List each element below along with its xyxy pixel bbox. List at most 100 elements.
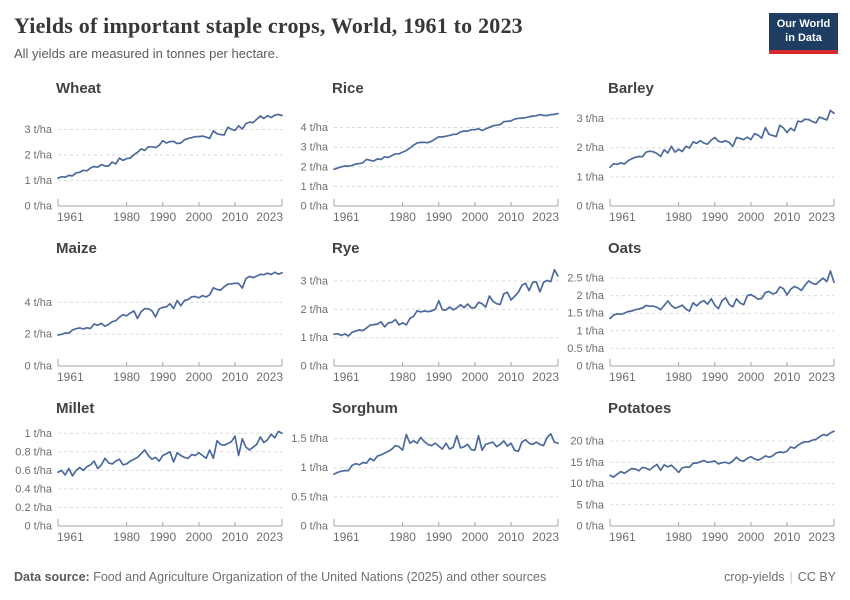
svg-text:2 t/ha: 2 t/ha	[576, 142, 604, 154]
line-chart-rice: 0 t/ha 1 t/ha 2 t/ha 3 t/ha 4 t/ha 1961 1980 19…	[300, 112, 559, 224]
svg-text:1980: 1980	[113, 210, 140, 224]
svg-text:2010: 2010	[222, 530, 249, 544]
svg-text:1961: 1961	[609, 210, 636, 224]
svg-text:3 t/ha: 3 t/ha	[300, 142, 328, 154]
logo-line-2: in Data	[785, 31, 822, 44]
svg-text:5 t/ha: 5 t/ha	[576, 499, 604, 511]
svg-text:0.4 t/ha: 0.4 t/ha	[15, 483, 53, 495]
svg-text:0 t/ha: 0 t/ha	[576, 201, 604, 213]
svg-text:1990: 1990	[149, 210, 176, 224]
svg-text:2010: 2010	[774, 210, 801, 224]
svg-text:1961: 1961	[57, 370, 84, 384]
source-text: Food and Agriculture Organization of the…	[89, 570, 547, 584]
chart-panel-oats: Oats 0 t/ha 0.5 t/ha 1 t/ha 1.5 t/ha 2 t/ha 2…	[564, 240, 840, 400]
svg-text:2000: 2000	[462, 210, 489, 224]
svg-text:2023: 2023	[808, 530, 835, 544]
svg-text:0.8 t/ha: 0.8 t/ha	[15, 446, 53, 458]
chart-title: Potatoes	[608, 400, 672, 417]
svg-text:2 t/ha: 2 t/ha	[576, 290, 604, 302]
svg-text:2000: 2000	[462, 530, 489, 544]
chart-title: Millet	[56, 400, 95, 417]
line-chart-millet: 0 t/ha 0.2 t/ha 0.4 t/ha 0.6 t/ha 0.8 t/ha 1 …	[15, 428, 283, 544]
svg-text:0.2 t/ha: 0.2 t/ha	[15, 502, 53, 514]
svg-text:1990: 1990	[149, 370, 176, 384]
svg-text:1980: 1980	[113, 370, 140, 384]
svg-text:1990: 1990	[701, 530, 728, 544]
svg-text:1961: 1961	[333, 210, 360, 224]
svg-text:1990: 1990	[701, 370, 728, 384]
svg-text:1.5 t/ha: 1.5 t/ha	[567, 308, 605, 320]
svg-text:15 t/ha: 15 t/ha	[570, 457, 605, 469]
svg-text:0 t/ha: 0 t/ha	[300, 201, 328, 213]
line-chart-oats: 0 t/ha 0.5 t/ha 1 t/ha 1.5 t/ha 2 t/ha 2.5 t/…	[567, 270, 835, 384]
svg-text:2010: 2010	[774, 370, 801, 384]
svg-text:1990: 1990	[425, 530, 452, 544]
chart-panel-barley: Barley 0 t/ha 1 t/ha 2 t/ha 3 t/ha 1961 1980 1…	[564, 80, 840, 240]
svg-text:2010: 2010	[774, 530, 801, 544]
svg-text:1 t/ha: 1 t/ha	[300, 332, 328, 344]
line-chart-wheat: 0 t/ha 1 t/ha 2 t/ha 3 t/ha 1961 1980 1990 2000…	[24, 113, 283, 224]
svg-text:4 t/ha: 4 t/ha	[24, 297, 52, 309]
chart-panel-rice: Rice 0 t/ha 1 t/ha 2 t/ha 3 t/ha 4 t/ha 1961 1…	[288, 80, 564, 240]
svg-text:1961: 1961	[609, 530, 636, 544]
svg-text:2023: 2023	[808, 210, 835, 224]
svg-text:2010: 2010	[222, 370, 249, 384]
chart-panel-rye: Rye 0 t/ha 1 t/ha 2 t/ha 3 t/ha 1961 1980 1990…	[288, 240, 564, 400]
svg-text:2 t/ha: 2 t/ha	[300, 161, 328, 173]
svg-text:2 t/ha: 2 t/ha	[24, 329, 52, 341]
data-source-note: Data source: Food and Agriculture Organi…	[14, 570, 546, 584]
svg-text:2000: 2000	[186, 210, 213, 224]
svg-text:2.5 t/ha: 2.5 t/ha	[567, 273, 605, 285]
chart-title: Barley	[608, 80, 654, 97]
svg-text:0 t/ha: 0 t/ha	[576, 521, 604, 533]
line-chart-rye: 0 t/ha 1 t/ha 2 t/ha 3 t/ha 1961 1980 1990 2000…	[300, 268, 559, 384]
svg-text:0 t/ha: 0 t/ha	[24, 521, 52, 533]
svg-text:2 t/ha: 2 t/ha	[300, 304, 328, 316]
chart-title: Rice	[332, 80, 364, 97]
svg-text:1 t/ha: 1 t/ha	[576, 325, 604, 337]
source-label: Data source:	[14, 570, 90, 584]
svg-text:1990: 1990	[701, 210, 728, 224]
page-title: Yields of important staple crops, World,…	[14, 13, 523, 38]
footer-right: crop-yields | CC BY	[724, 570, 836, 584]
svg-text:2023: 2023	[256, 530, 283, 544]
svg-text:1980: 1980	[389, 210, 416, 224]
svg-text:2023: 2023	[532, 530, 559, 544]
svg-text:1 t/ha: 1 t/ha	[300, 181, 328, 193]
chart-panel-wheat: Wheat 0 t/ha 1 t/ha 2 t/ha 3 t/ha 1961 1980 19…	[12, 80, 288, 240]
svg-text:3 t/ha: 3 t/ha	[24, 124, 52, 136]
svg-text:20 t/ha: 20 t/ha	[570, 436, 605, 448]
svg-text:2000: 2000	[738, 370, 765, 384]
chart-title: Sorghum	[332, 400, 398, 417]
svg-text:2010: 2010	[498, 370, 525, 384]
svg-text:1 t/ha: 1 t/ha	[576, 171, 604, 183]
chart-header: Yields of important staple crops, World,…	[0, 0, 850, 70]
svg-text:0 t/ha: 0 t/ha	[300, 361, 328, 373]
license-badge: CC BY	[797, 570, 836, 584]
svg-text:1980: 1980	[665, 370, 692, 384]
chart-title: Maize	[56, 240, 97, 257]
svg-text:1961: 1961	[609, 370, 636, 384]
owid-logo: Our World in Data	[769, 13, 838, 54]
svg-text:1980: 1980	[389, 530, 416, 544]
svg-text:1.5 t/ha: 1.5 t/ha	[291, 433, 329, 445]
chart-title: Rye	[332, 240, 360, 257]
chart-title: Wheat	[56, 80, 101, 97]
line-chart-sorghum: 0 t/ha 0.5 t/ha 1 t/ha 1.5 t/ha 1961 1980 1990…	[291, 433, 559, 544]
chart-slug: crop-yields	[724, 570, 785, 584]
svg-text:2023: 2023	[256, 210, 283, 224]
svg-text:0 t/ha: 0 t/ha	[24, 201, 52, 213]
svg-text:2010: 2010	[222, 210, 249, 224]
svg-text:2023: 2023	[532, 370, 559, 384]
svg-text:0 t/ha: 0 t/ha	[24, 361, 52, 373]
svg-text:2010: 2010	[498, 210, 525, 224]
svg-text:2010: 2010	[498, 530, 525, 544]
svg-text:2000: 2000	[186, 370, 213, 384]
svg-text:3 t/ha: 3 t/ha	[300, 276, 328, 288]
svg-text:1961: 1961	[333, 370, 360, 384]
svg-text:1961: 1961	[333, 530, 360, 544]
svg-text:0.5 t/ha: 0.5 t/ha	[291, 491, 329, 503]
svg-text:0 t/ha: 0 t/ha	[576, 361, 604, 373]
chart-title: Oats	[608, 240, 642, 257]
